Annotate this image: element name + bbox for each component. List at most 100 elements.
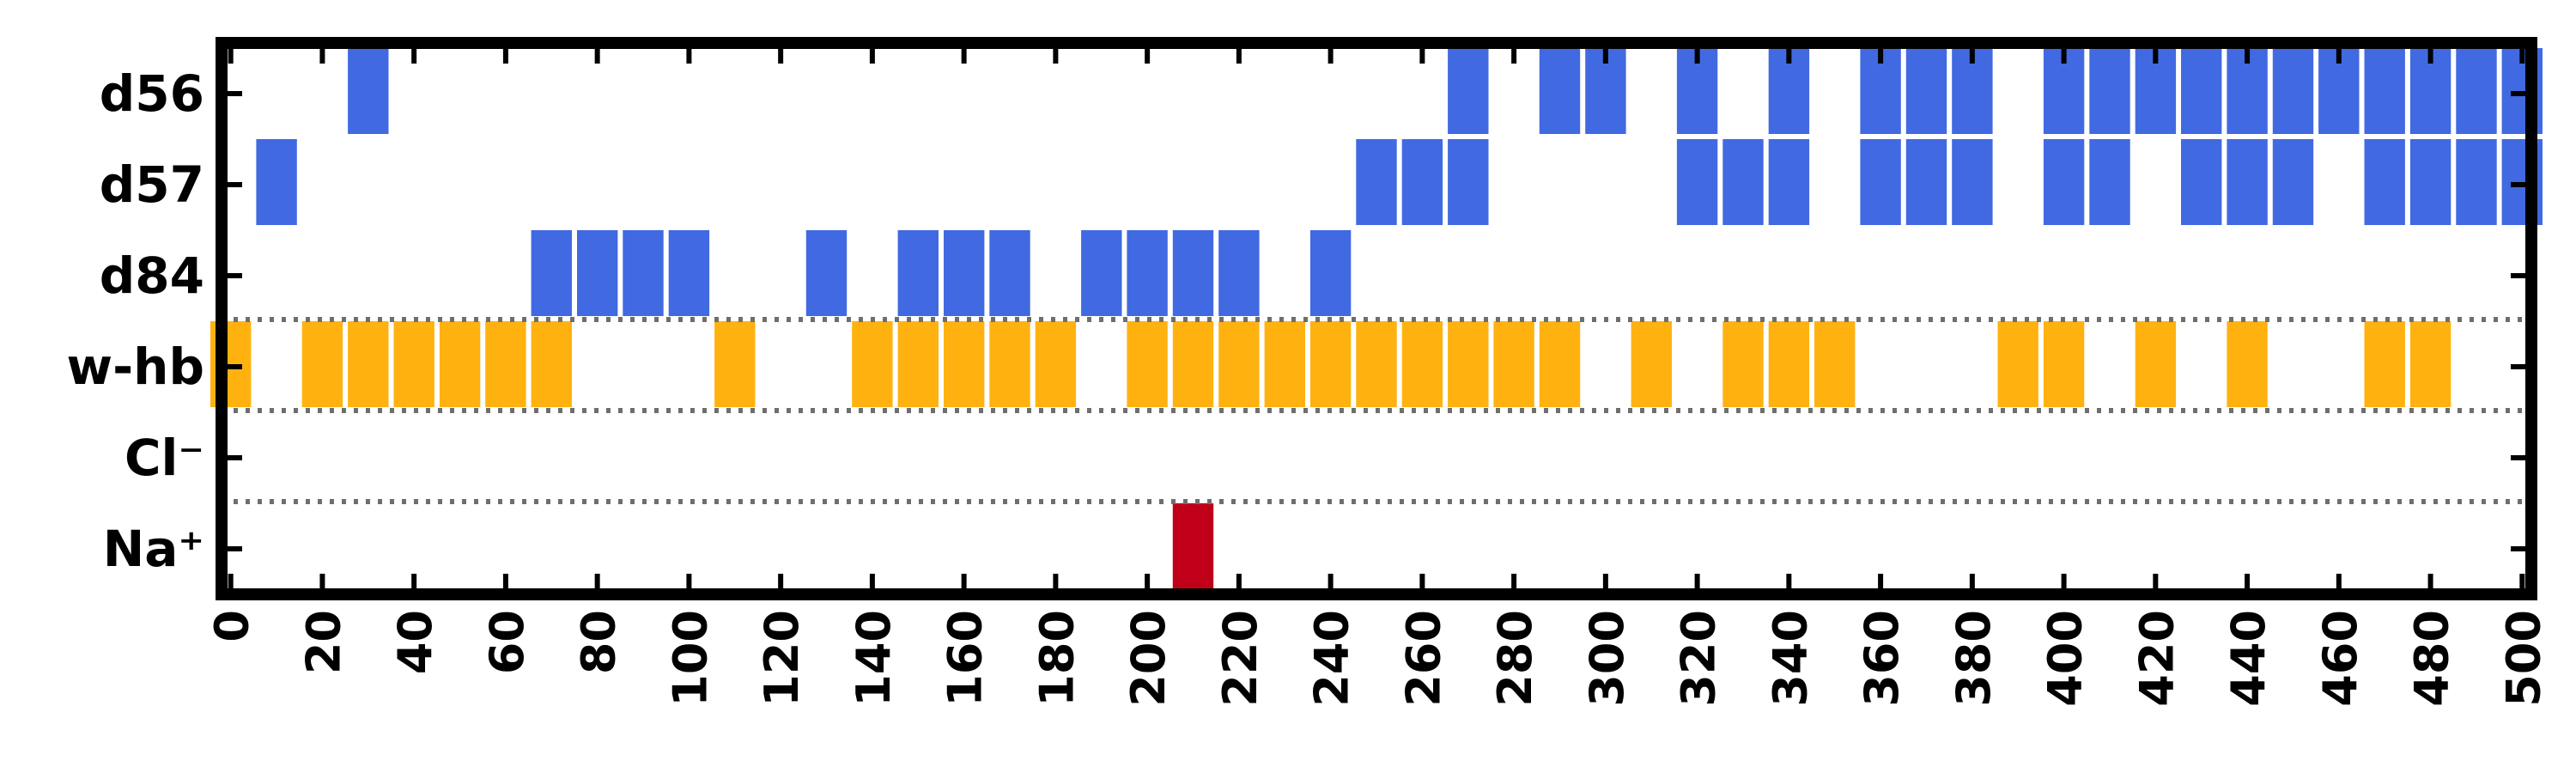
event-bar-w-hb-230 <box>1264 321 1305 407</box>
event-bar-w-hb-110 <box>714 321 756 407</box>
y-axis: d56 d57 d84 w-hb Cl⁻ Na⁺ <box>67 64 2531 578</box>
y-tick-label: d57 <box>100 155 204 214</box>
event-bar-w-hb-20 <box>301 321 343 407</box>
event-bar-w-hb-40 <box>393 321 434 407</box>
event-bar-w-hb-140 <box>852 321 893 407</box>
event-bar-d84-80 <box>577 230 618 316</box>
x-tick-label: 340 <box>1763 610 1817 707</box>
x-tick-label: 80 <box>572 610 626 674</box>
x-tick-label: 140 <box>847 610 901 707</box>
event-bar-d57-340 <box>1768 139 1810 225</box>
event-bar-d57-380 <box>1952 139 1993 225</box>
x-tick-label: 40 <box>388 610 442 674</box>
event-bar-Na⁺-210 <box>1172 503 1214 589</box>
event-bar-w-hb-260 <box>1401 321 1443 407</box>
event-bar-d57-270 <box>1448 139 1489 225</box>
event-bar-d57-10 <box>256 139 297 225</box>
event-bar-d56-370 <box>1905 48 1947 134</box>
event-bar-d56-450 <box>2272 48 2314 134</box>
event-bar-d57-320 <box>1676 139 1718 225</box>
event-bar-d84-90 <box>623 230 664 316</box>
event-bar-w-hb-240 <box>1309 321 1352 407</box>
event-bar-d84-130 <box>805 230 848 316</box>
event-bar-d57-430 <box>2181 139 2222 225</box>
event-bar-d56-30 <box>348 48 389 134</box>
event-bar-w-hb-150 <box>897 321 939 407</box>
event-bar-d57-440 <box>2227 139 2268 225</box>
x-tick-label: 220 <box>1213 610 1267 707</box>
x-tick-label: 400 <box>2038 610 2093 707</box>
event-bar-d57-260 <box>1401 139 1443 225</box>
event-bar-d56-490 <box>2456 48 2497 134</box>
event-bar-d57-370 <box>1905 139 1947 225</box>
x-tick-label: 480 <box>2405 610 2459 707</box>
event-bar-w-hb-400 <box>2043 321 2085 407</box>
x-tick-label: 20 <box>296 610 350 674</box>
y-tick-label: w-hb <box>67 338 204 396</box>
event-bar-d56-470 <box>2364 48 2405 134</box>
event-bar-w-hb-310 <box>1631 321 1672 407</box>
event-bar-d57-450 <box>2272 139 2314 225</box>
event-bar-w-hb-210 <box>1172 321 1214 407</box>
y-tick-label: d56 <box>100 64 204 123</box>
x-axis: 0 20 40 60 80 100 120 140 160 180 200 220 240 260 280 3… <box>205 43 2550 707</box>
event-bar-d84-150 <box>897 230 939 316</box>
event-bar-d57-400 <box>2043 139 2085 225</box>
x-tick-label: 280 <box>1488 610 1542 707</box>
event-bar-w-hb-30 <box>348 321 389 407</box>
event-bar-d57-470 <box>2364 139 2405 225</box>
x-tick-label: 160 <box>939 610 993 707</box>
event-bar-d57-250 <box>1356 139 1397 225</box>
y-tick-label: Cl⁻ <box>125 429 204 487</box>
event-bar-w-hb-70 <box>531 321 572 407</box>
x-tick-label: 260 <box>1396 610 1450 707</box>
x-tick-label: 200 <box>1121 610 1176 707</box>
x-tick-label: 420 <box>2129 610 2184 707</box>
event-bar-d84-200 <box>1127 230 1168 316</box>
event-bar-d84-100 <box>668 230 710 316</box>
event-bar-w-hb-330 <box>1722 321 1764 407</box>
event-bar-d56-430 <box>2181 48 2222 134</box>
event-bar-d84-240 <box>1309 230 1352 316</box>
x-tick-label: 500 <box>2496 610 2550 707</box>
event-bar-w-hb-280 <box>1493 321 1534 407</box>
y-tick-label: d84 <box>100 247 204 305</box>
event-bar-d57-490 <box>2456 139 2497 225</box>
event-bar-w-hb-160 <box>944 321 985 407</box>
event-bar-d84-160 <box>944 230 985 316</box>
event-bar-w-hb-170 <box>989 321 1030 407</box>
event-bar-d57-480 <box>2409 139 2451 225</box>
event-bar-d56-290 <box>1539 48 1581 134</box>
x-tick-label: 460 <box>2313 610 2367 707</box>
event-bar-d84-70 <box>531 230 572 316</box>
plot-frame <box>216 37 2537 600</box>
event-bar-w-hb-290 <box>1539 321 1581 407</box>
event-bar-d56-270 <box>1448 48 1489 134</box>
x-tick-label: 0 <box>205 610 259 642</box>
event-bar-w-hb-180 <box>1035 321 1077 407</box>
event-bar-w-hb-420 <box>2135 321 2177 407</box>
event-bar-w-hb-470 <box>2364 321 2405 407</box>
event-bar-d84-170 <box>989 230 1030 316</box>
event-bar-w-hb-220 <box>1218 321 1260 407</box>
x-tick-label: 60 <box>480 610 534 674</box>
event-bar-d57-330 <box>1722 139 1764 225</box>
x-tick-label: 380 <box>1947 610 2001 707</box>
event-bar-w-hb-350 <box>1814 321 1856 407</box>
event-bar-w-hb-200 <box>1127 321 1168 407</box>
x-tick-label: 440 <box>2221 610 2275 707</box>
event-bar-d56-410 <box>2089 48 2130 134</box>
event-bar-w-hb-250 <box>1356 321 1397 407</box>
y-tick-label: Na⁺ <box>103 520 204 578</box>
event-bar-w-hb-480 <box>2409 321 2451 407</box>
event-bar-w-hb-440 <box>2227 321 2268 407</box>
x-tick-label: 300 <box>1580 610 1634 707</box>
event-bar-d84-210 <box>1172 230 1214 316</box>
x-tick-label: 360 <box>1855 610 1909 707</box>
event-bar-w-hb-340 <box>1768 321 1810 407</box>
event-bar-w-hb-390 <box>1997 321 2038 407</box>
event-bar-d84-220 <box>1218 230 1260 316</box>
event-bar-d57-360 <box>1860 139 1901 225</box>
x-tick-label: 320 <box>1672 610 1726 707</box>
